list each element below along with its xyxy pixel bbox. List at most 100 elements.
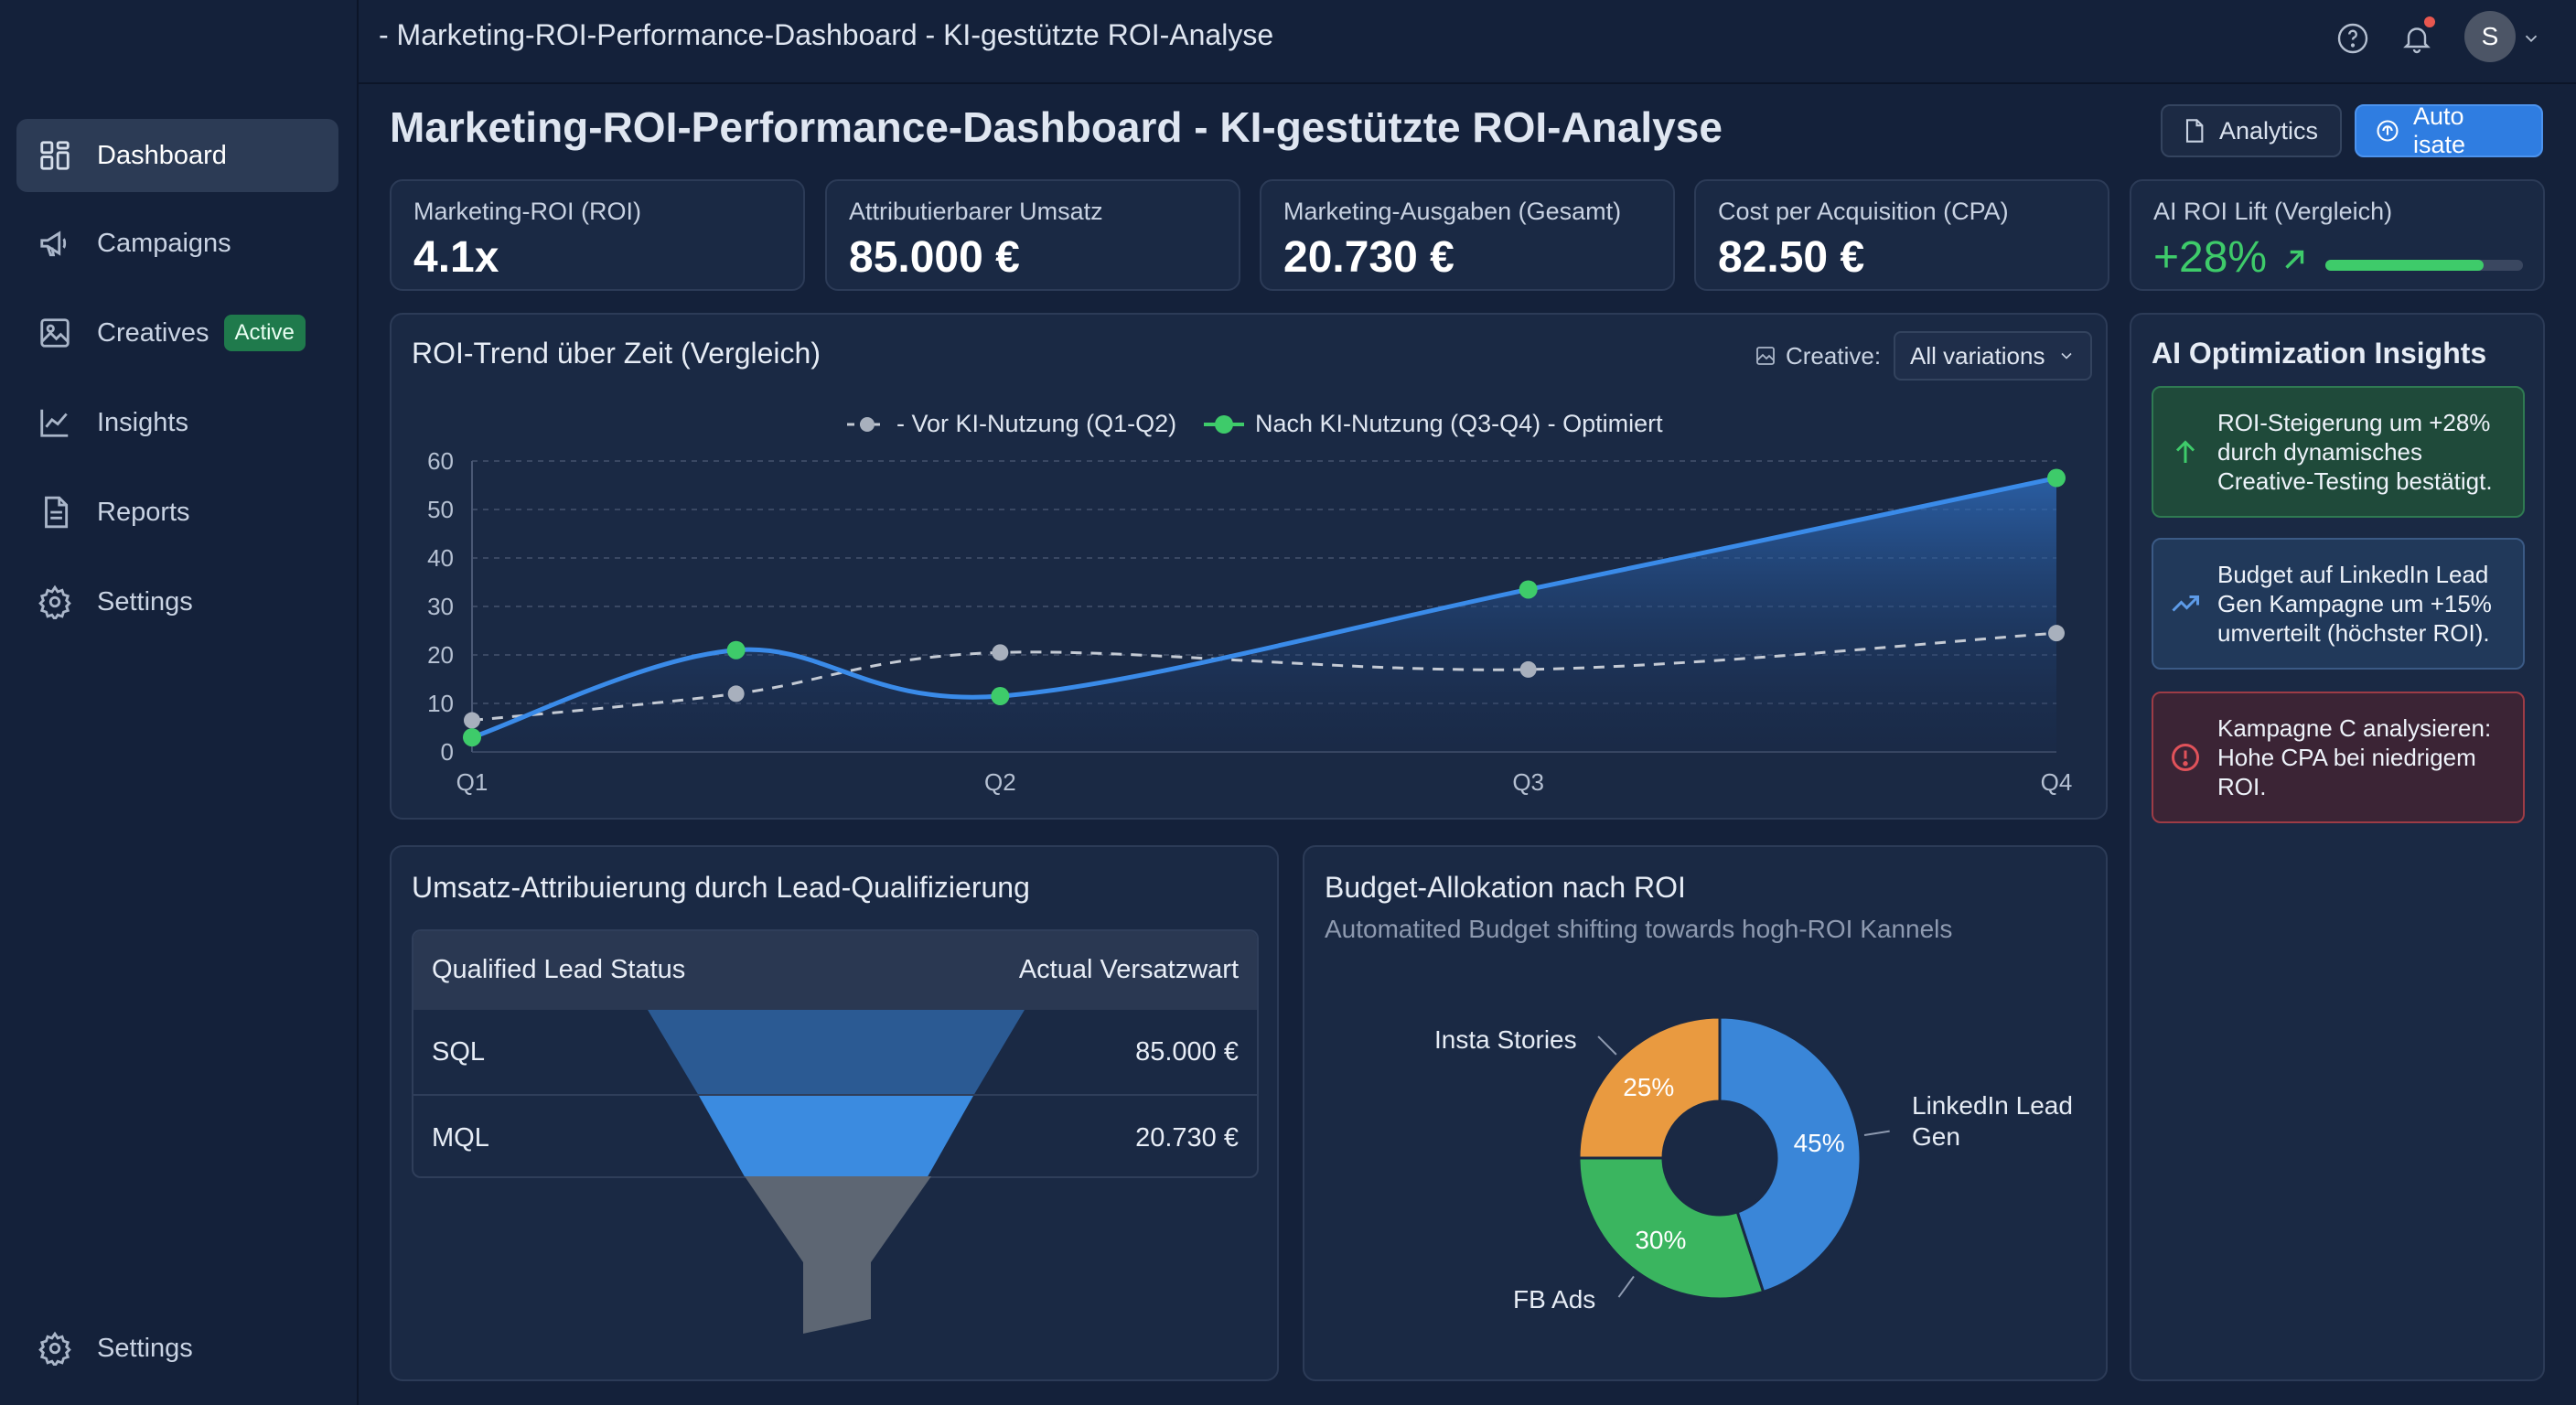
alert-circle-icon xyxy=(2172,744,2199,771)
data-point-before xyxy=(2048,625,2065,642)
insight-danger[interactable]: Kampagne C analysieren: Hohe CPA bei nie… xyxy=(2152,692,2525,823)
slice-label: LinkedIn Lead Gen xyxy=(1912,1091,2073,1151)
legend-marker-before xyxy=(860,417,875,432)
kpi-label: Marketing-ROI (ROI) xyxy=(413,198,642,225)
creative-select[interactable]: All variations xyxy=(1894,331,2093,381)
budget-donut-chart: 45% LinkedIn Lead Gen 30% FB Ads 25% Insta Sto… xyxy=(1434,1015,2073,1314)
chevron-down-icon xyxy=(2061,352,2073,359)
x-tick-label: Q4 xyxy=(2041,768,2073,796)
ai-spark-icon xyxy=(2377,120,2399,142)
data-point-before xyxy=(464,712,480,729)
notification-dot xyxy=(2424,16,2435,27)
sidebar-item-insights[interactable]: Insights xyxy=(16,386,338,459)
creative-filter: Creative: All variations xyxy=(1755,331,2093,381)
sidebar-item-dashboard[interactable]: Dashboard xyxy=(16,119,338,192)
kpi-card-roi: Marketing-ROI (ROI) 4.1x xyxy=(390,179,805,291)
slice-value-label: 30% xyxy=(1635,1226,1686,1254)
slice-label-line: Insta Stories xyxy=(1434,1025,1577,1054)
budget-title: Budget-Allokation nach ROI xyxy=(1325,871,1686,904)
area-fill xyxy=(472,477,2056,752)
auto-button[interactable]: Auto isate xyxy=(2355,102,2543,158)
lead-table: Qualified Lead Status Actual Versatzwart… xyxy=(412,929,1259,1178)
sidebar-footer-settings[interactable]: Settings xyxy=(16,1312,338,1385)
data-point-before xyxy=(727,685,745,702)
analytics-button[interactable]: Analytics xyxy=(2161,104,2342,157)
bell-icon[interactable] xyxy=(2395,16,2439,60)
leader-line xyxy=(1597,1035,1617,1056)
sidebar-item-creatives[interactable]: Creatives Active xyxy=(16,296,338,370)
document-icon xyxy=(2185,119,2204,143)
data-point-before xyxy=(992,644,1009,661)
legend-marker-after xyxy=(1215,415,1233,434)
table-row-status: SQL xyxy=(432,1037,486,1067)
lift-progress-track xyxy=(2325,260,2523,271)
kpi-card-ai-lift: AI ROI Lift (Vergleich) +28% xyxy=(2130,179,2545,291)
table-row-value: 85.000 € xyxy=(1135,1037,1239,1067)
funnel-card: Umsatz-Attribuierung durch Lead-Qualifiz… xyxy=(390,845,1279,1381)
donut-slice xyxy=(1577,1015,1722,1160)
document-icon xyxy=(35,492,75,532)
row-divider xyxy=(413,1094,1257,1096)
kpi-card-revenue: Attributierbarer Umsatz 85.000 € xyxy=(825,179,1240,291)
table-header-value: Actual Versatzwart xyxy=(1018,955,1239,984)
window-title: - Marketing-ROI-Performance-Dashboard - … xyxy=(379,18,1274,51)
creative-select-value: All variations xyxy=(1910,341,2045,370)
ai-insights-title: AI Optimization Insights xyxy=(2152,337,2487,370)
x-tick-label: Q1 xyxy=(456,768,488,796)
kpi-value: 4.1x xyxy=(413,233,499,282)
slice-label-line: Gen xyxy=(1912,1122,1960,1151)
budget-card: Budget-Allokation nach ROI Automatited B… xyxy=(1303,845,2108,1381)
funnel-segment-sql xyxy=(648,1010,1025,1096)
sidebar-item-reports[interactable]: Reports xyxy=(16,476,338,549)
slice-label: FB Ads xyxy=(1513,1285,1595,1314)
help-icon[interactable] xyxy=(2331,16,2375,60)
sidebar-item-label: Insights xyxy=(97,407,188,437)
insight-success[interactable]: ROI-Steigerung um +28% durch dynamisches… xyxy=(2152,386,2525,518)
ai-insights-card: AI Optimization Insights ROI-Steigerung … xyxy=(2130,313,2545,1381)
funnel-segment-bottom xyxy=(745,1176,931,1334)
kpi-card-cpa: Cost per Acquisition (CPA) 82.50 € xyxy=(1694,179,2109,291)
roi-trend-card: ROI-Trend über Zeit (Vergleich) Creative… xyxy=(390,313,2108,820)
sidebar-item-label: Creatives xyxy=(97,317,209,348)
kpi-value-text: +28% xyxy=(2153,233,2268,282)
funnel-title: Umsatz-Attribuierung durch Lead-Qualifiz… xyxy=(412,871,1030,904)
sidebar-item-campaigns[interactable]: Campaigns xyxy=(16,207,338,280)
image-icon xyxy=(35,313,75,353)
insight-text: ROI-Steigerung um +28% durch dynamisches… xyxy=(2217,409,2493,495)
gear-icon xyxy=(35,1328,75,1368)
sidebar-item-label: Reports xyxy=(97,497,190,527)
kpi-value: 82.50 € xyxy=(1718,233,1865,282)
roi-trend-title: ROI-Trend über Zeit (Vergleich) xyxy=(412,337,821,370)
x-tick-label: Q3 xyxy=(1512,768,1544,796)
series-line-before xyxy=(471,631,2057,723)
series-line-after xyxy=(471,476,2057,740)
megaphone-icon xyxy=(35,223,75,263)
leader-line xyxy=(1617,1275,1635,1298)
y-tick-label: 50 xyxy=(427,496,454,523)
sidebar-item-settings[interactable]: Settings xyxy=(16,565,338,638)
sidebar: Dashboard Campaigns Creatives Active Ins… xyxy=(0,0,359,1405)
gear-icon xyxy=(35,582,75,622)
data-point-after xyxy=(463,728,481,747)
top-bar: - Marketing-ROI-Performance-Dashboard - … xyxy=(359,0,2576,84)
kpi-label: Attributierbarer Umsatz xyxy=(849,198,1103,225)
arrow-up-right-icon xyxy=(2285,251,2304,270)
y-tick-label: 30 xyxy=(427,593,454,620)
avatar[interactable]: S xyxy=(2464,11,2516,62)
kpi-value: +28% xyxy=(2153,232,2310,283)
table-header xyxy=(413,931,1257,1010)
image-icon xyxy=(1756,347,1775,365)
slice-label: Insta Stories xyxy=(1434,1025,1577,1054)
analytics-button-label: Analytics xyxy=(2219,116,2319,145)
kpi-label: Marketing-Ausgaben (Gesamt) xyxy=(1283,198,1622,225)
funnel-segment-mql xyxy=(699,1096,973,1176)
arrow-up-icon xyxy=(2175,440,2195,463)
chevron-down-icon[interactable] xyxy=(2517,16,2545,60)
line-chart-icon xyxy=(35,402,75,443)
sidebar-item-label: Settings xyxy=(97,586,193,617)
page-title: Marketing-ROI-Performance-Dashboard - KI… xyxy=(390,103,1723,151)
insight-info[interactable]: Budget auf LinkedIn Lead Gen Kampagne um… xyxy=(2152,538,2525,670)
kpi-value: 85.000 € xyxy=(849,233,1020,282)
slice-value-label: 45% xyxy=(1794,1129,1845,1157)
legend-label-after: Nach KI-Nutzung (Q3-Q4) - Optimiert xyxy=(1255,410,1663,437)
